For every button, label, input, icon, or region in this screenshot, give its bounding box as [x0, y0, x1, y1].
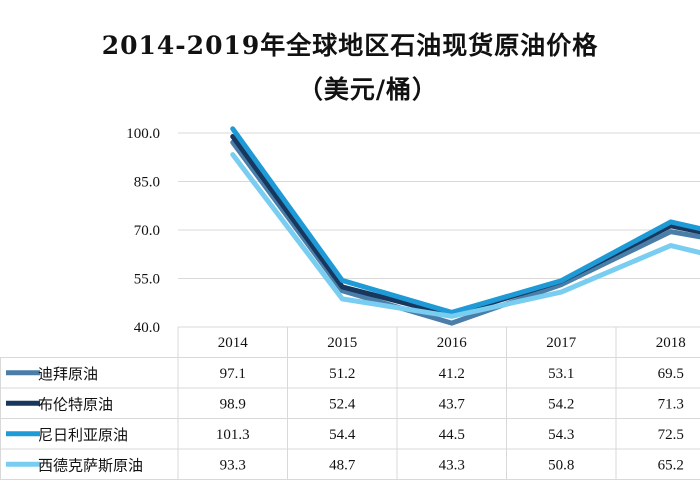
- data-value-label: 54.3: [548, 427, 574, 443]
- y-tick-label: 40.0: [134, 320, 160, 336]
- y-tick-label: 85.0: [134, 175, 160, 191]
- data-value-label: 98.9: [220, 396, 246, 412]
- x-category-label: 2015: [327, 335, 357, 351]
- series-name-label: 迪拜原油: [38, 365, 98, 383]
- x-category-label: 2014: [218, 335, 249, 351]
- series-name-label: 布伦特原油: [38, 395, 113, 413]
- x-category-label: 2016: [437, 335, 468, 351]
- data-value-label: 101.3: [216, 427, 250, 443]
- data-value-label: 72.5: [658, 427, 684, 443]
- data-value-label: 50.8: [548, 457, 574, 473]
- data-value-label: 69.5: [658, 366, 684, 382]
- data-value-label: 51.2: [329, 366, 355, 382]
- data-value-label: 48.7: [329, 457, 356, 473]
- series-name-label: 西德克萨斯原油: [38, 456, 143, 474]
- data-value-label: 93.3: [220, 457, 246, 473]
- data-value-label: 44.5: [439, 427, 465, 443]
- data-value-label: 65.2: [658, 457, 684, 473]
- series-line-3: [230, 152, 700, 319]
- x-category-label: 2017: [546, 335, 577, 351]
- series-name-label: 尼日利亚原油: [38, 426, 128, 444]
- y-tick-label: 55.0: [134, 272, 160, 288]
- data-value-label: 97.1: [220, 366, 246, 382]
- chart-subtitle: （美元/桶）: [297, 75, 439, 104]
- data-value-label: 43.3: [439, 457, 465, 473]
- y-tick-label: 100.0: [126, 126, 160, 142]
- data-value-label: 54.2: [548, 396, 574, 412]
- data-value-label: 71.3: [658, 396, 684, 412]
- data-value-label: 52.4: [329, 396, 356, 412]
- data-value-label: 53.1: [548, 366, 574, 382]
- data-value-label: 54.4: [329, 427, 356, 443]
- data-value-label: 41.2: [439, 366, 465, 382]
- data-value-label: 43.7: [439, 396, 466, 412]
- chart-title: 2014-2019年全球地区石油现货原油价格: [101, 31, 599, 60]
- y-tick-label: 70.0: [134, 223, 160, 239]
- series-line-2: [230, 126, 700, 315]
- x-category-label: 2018: [656, 335, 686, 351]
